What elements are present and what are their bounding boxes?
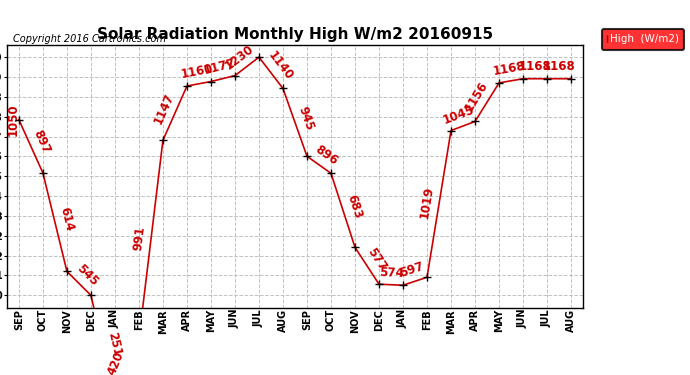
Text: 1156: 1156	[463, 78, 491, 113]
Text: 1140: 1140	[266, 49, 295, 82]
Text: Copyright 2016 Cartronics.com: Copyright 2016 Cartronics.com	[12, 34, 166, 45]
Legend: High  (W/m2): High (W/m2)	[602, 29, 684, 50]
Text: 597: 597	[397, 260, 425, 280]
Text: 1045: 1045	[441, 103, 476, 127]
Title: Solar Radiation Monthly High W/m2 20160915: Solar Radiation Monthly High W/m2 201609…	[97, 27, 493, 42]
Text: 1019: 1019	[418, 185, 436, 219]
Text: 896: 896	[312, 142, 339, 168]
Text: 574: 574	[379, 266, 404, 280]
Text: 1168: 1168	[492, 60, 526, 78]
Text: 1147: 1147	[151, 91, 177, 126]
Text: 1230: 1230	[223, 42, 257, 72]
Text: 420: 420	[105, 350, 126, 375]
Text: 1050: 1050	[7, 104, 20, 136]
Text: 1168: 1168	[519, 60, 551, 73]
Text: 683: 683	[344, 193, 364, 220]
Text: 1168: 1168	[542, 60, 575, 73]
Text: 1160: 1160	[179, 63, 214, 81]
Text: 577: 577	[365, 245, 389, 273]
Text: 545: 545	[74, 261, 101, 288]
Text: 897: 897	[31, 128, 53, 155]
Text: 251: 251	[106, 330, 124, 357]
Text: 945: 945	[296, 105, 317, 132]
Text: 1177: 1177	[203, 57, 237, 77]
Text: 614: 614	[57, 206, 76, 233]
Text: 991: 991	[131, 225, 147, 251]
